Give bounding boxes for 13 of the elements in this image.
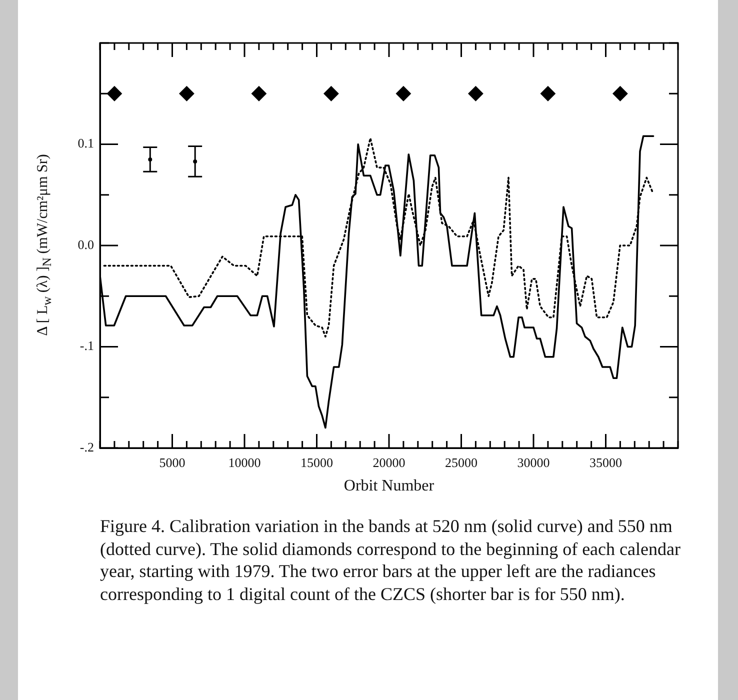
caption: Figure 4. Calibration variation in the bands at 520 nm (solid curve) and 550 nm (dotted curve). The solid diamonds correspond to the beginning of each calendar year, starting with 1979. The two error bars at the upper left are the radiances corresponding to 1 digital count of the CZCS (shorter bar is for 550 nm). [100, 515, 682, 605]
x-tick-label: 10000 [228, 455, 261, 470]
x-tick-label: 5000 [159, 455, 186, 470]
x-tick-label: 30000 [517, 455, 550, 470]
y-tick-label: -.2 [80, 439, 94, 454]
y-tick-label: 0.1 [78, 136, 94, 151]
y-tick-label: 0.0 [78, 236, 94, 252]
x-tick-label: 35000 [590, 455, 622, 470]
x-tick-label: 20000 [372, 455, 406, 470]
x-tick-label: 15000 [300, 455, 333, 470]
x-axis-title: Orbit Number [344, 478, 435, 495]
x-tick-label: 25000 [445, 455, 478, 470]
y-tick-label: -.1 [80, 338, 94, 354]
